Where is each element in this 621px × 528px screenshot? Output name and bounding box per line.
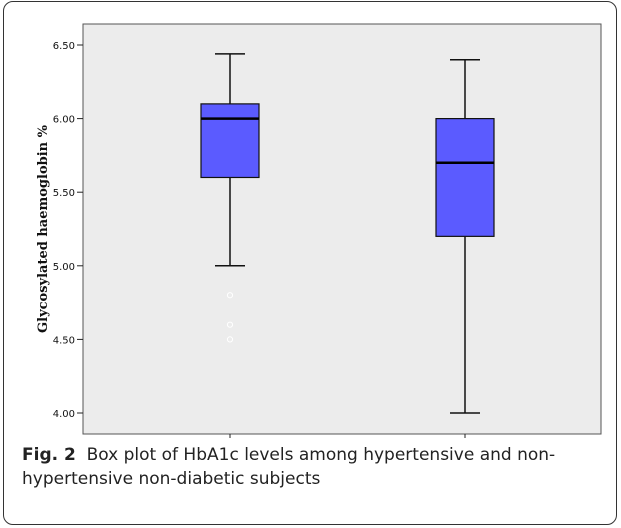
y-tick-label: 5.00 <box>53 262 75 273</box>
caption-text: Box plot of HbA1c levels among hypertens… <box>22 445 556 489</box>
y-axis: 4.00 4.50 5.00 5.50 6.00 6.50 <box>53 41 83 420</box>
y-tick-label: 4.50 <box>53 335 75 346</box>
y-axis-label: Glycosylated haemoglobin % <box>36 124 51 333</box>
caption-label: Fig. 2 <box>22 445 76 465</box>
outlier-point <box>226 292 234 299</box>
box-series <box>200 53 495 414</box>
y-tick-label: 5.50 <box>53 188 75 199</box>
y-tick-label: 4.00 <box>53 409 75 420</box>
box-iqr <box>200 103 260 179</box>
box-iqr <box>435 117 495 237</box>
y-tick-label: 6.00 <box>53 115 75 126</box>
outlier-point <box>226 336 234 343</box>
plot-background <box>82 23 602 435</box>
outlier-point <box>226 321 234 328</box>
x-axis: Non- hypertensiveHypertensive patients <box>229 434 466 438</box>
figure-caption: Fig. 2 Box plot of HbA1c levels among hy… <box>22 443 602 491</box>
box-plot-chart: 4.00 4.50 5.00 5.50 6.00 6.50 Non- hypertensi… <box>36 23 602 438</box>
y-tick-label: 6.50 <box>53 41 75 52</box>
chart-area: 4.00 4.50 5.00 5.50 6.00 6.50 Non- hypertensi… <box>36 23 602 438</box>
